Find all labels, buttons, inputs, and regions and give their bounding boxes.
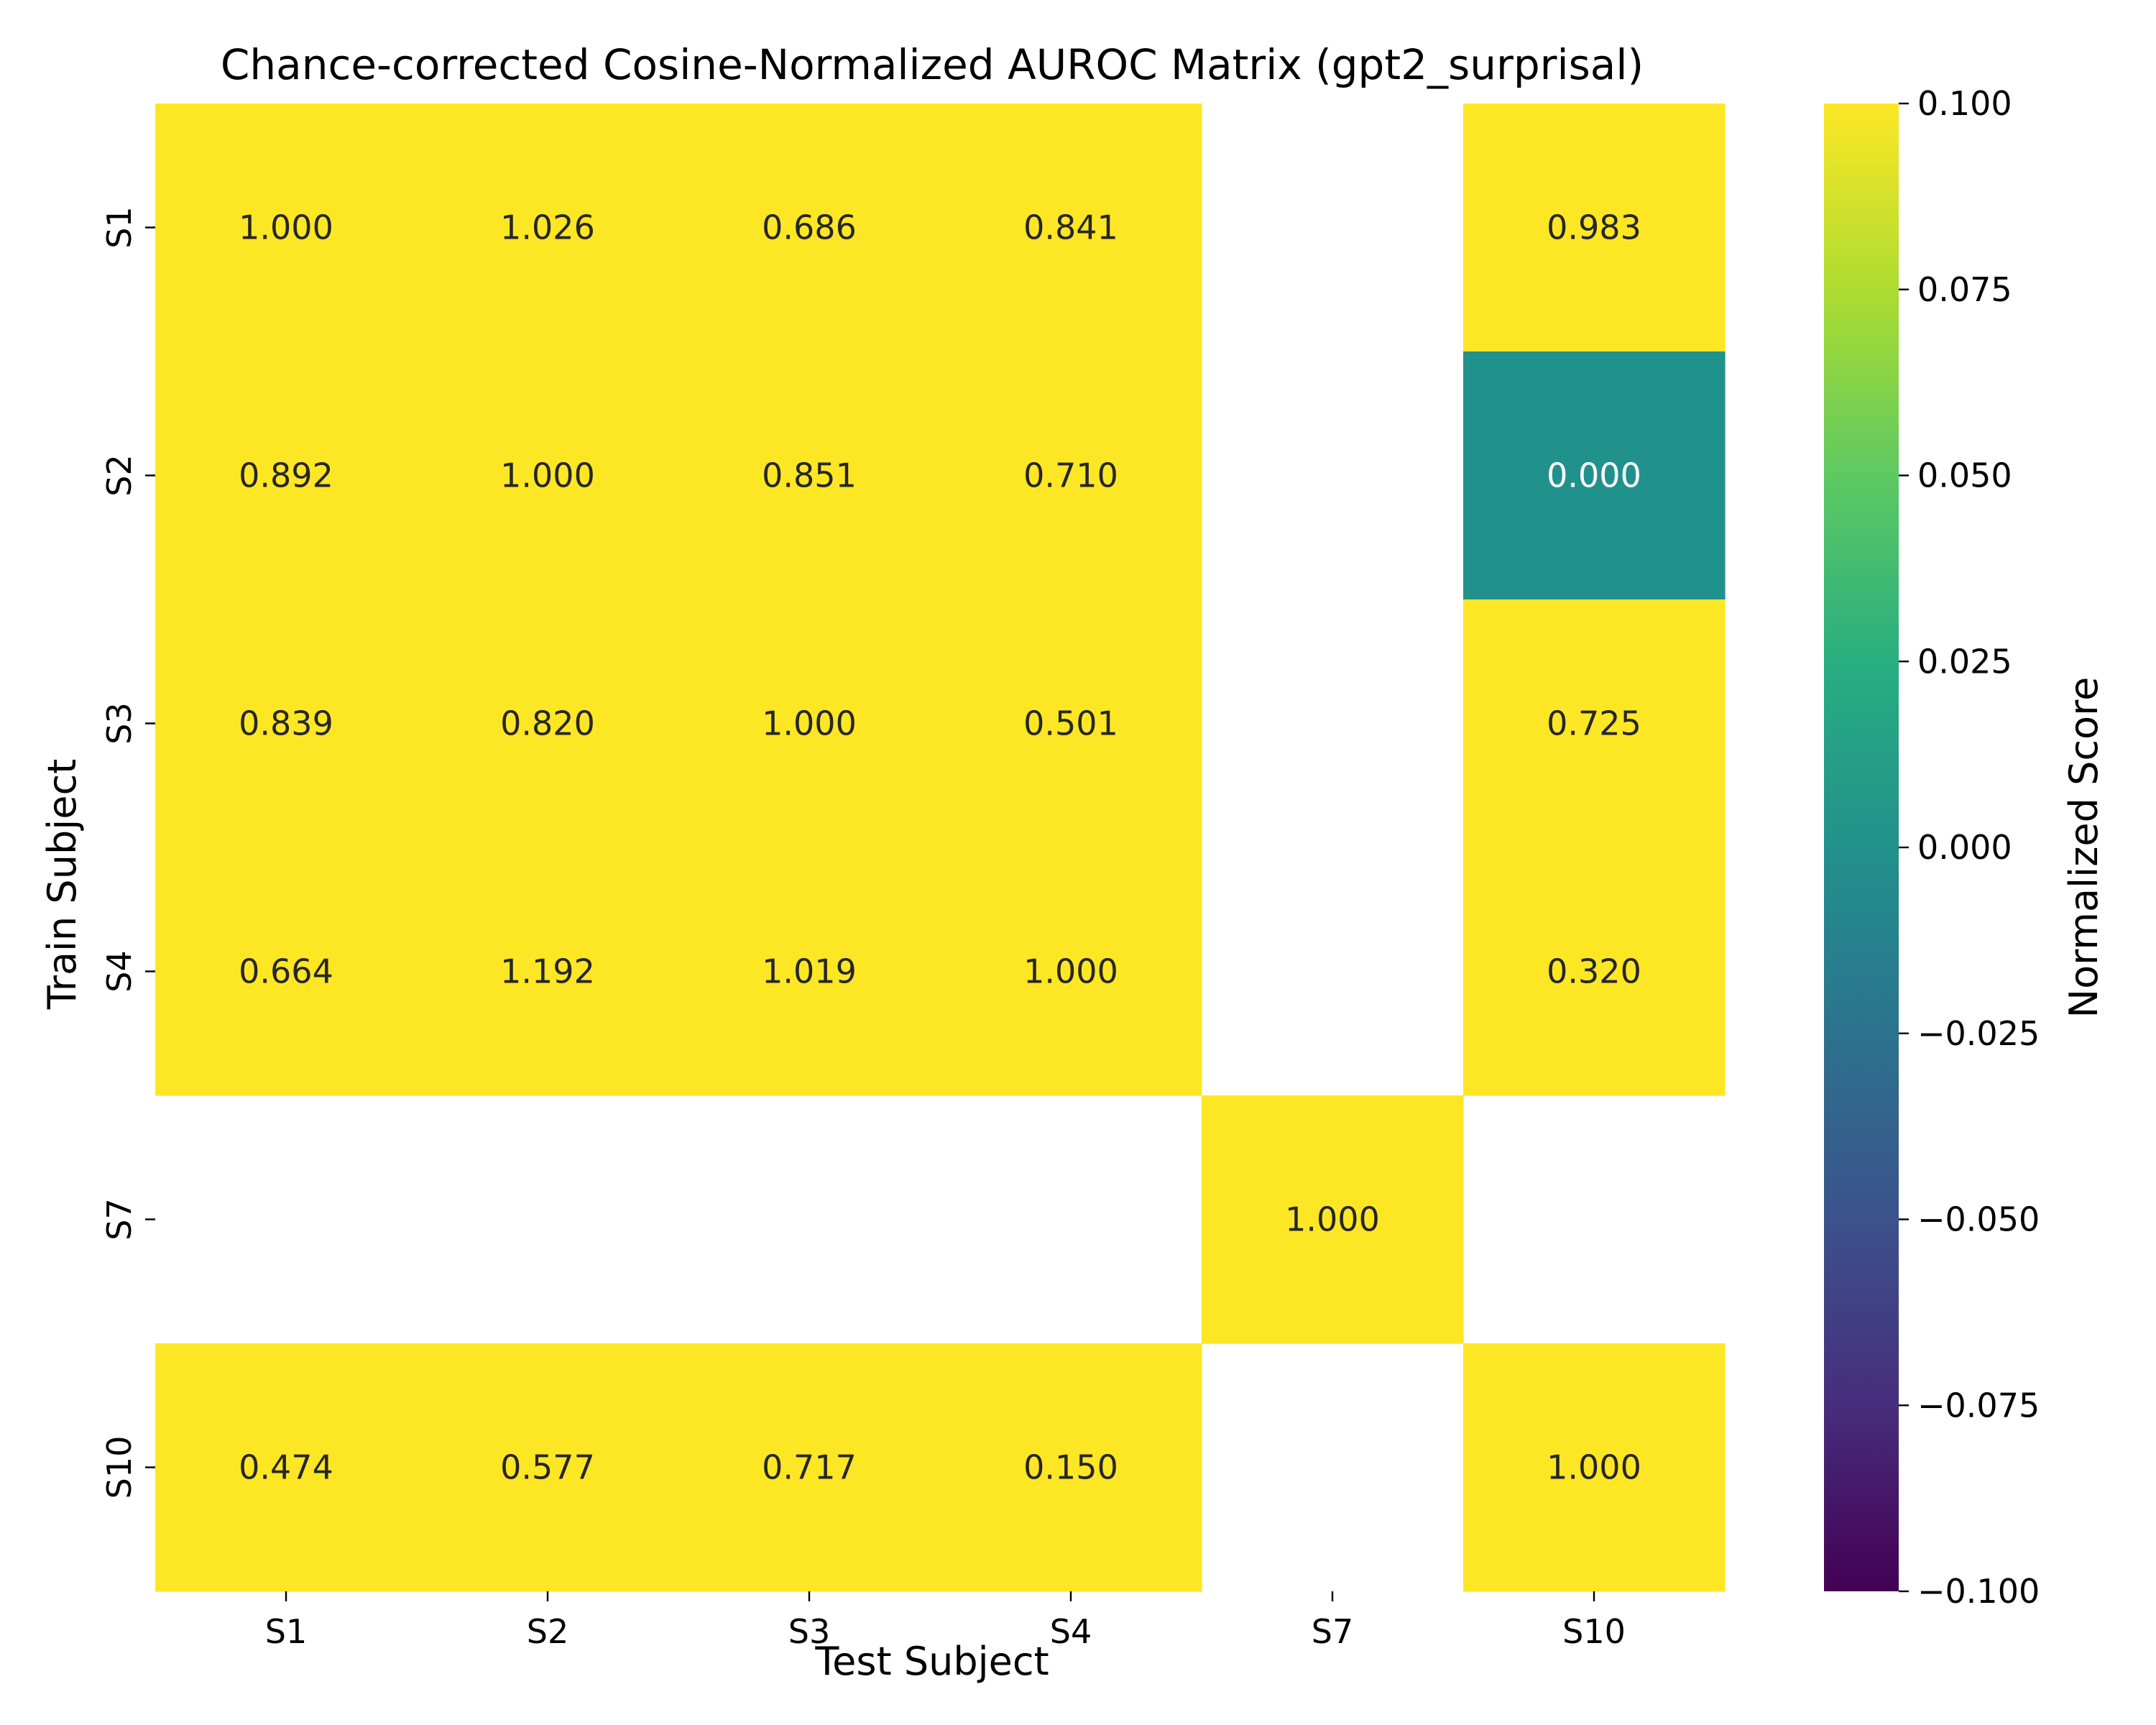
heatmap-cell — [678, 1343, 941, 1592]
colorbar-tick-label: −0.100 — [1917, 1572, 2040, 1611]
y-tick-label: S1 — [100, 206, 139, 248]
colorbar-tick-label: −0.025 — [1917, 1014, 2040, 1053]
x-axis: S1 S2 S3 S4 S7 S10 — [265, 1591, 1626, 1651]
colorbar-tick-label: −0.050 — [1917, 1200, 2040, 1239]
y-tick-label: S7 — [100, 1198, 139, 1240]
heatmap-cell — [155, 104, 418, 352]
heatmap-cell — [1463, 1343, 1726, 1592]
colorbar-tick-label: 0.050 — [1917, 456, 2012, 495]
cell-value-label: 1.000 — [1547, 1448, 1641, 1487]
cell-value-label: 0.841 — [1023, 208, 1118, 247]
cell-value-label: 1.000 — [1023, 952, 1118, 991]
heatmap-cell — [1463, 104, 1726, 352]
colorbar-title: Normalized Score — [2061, 677, 2106, 1018]
cell-value-label: 0.000 — [1547, 456, 1641, 495]
cell-value-label: 0.501 — [1023, 704, 1118, 743]
heatmap-cell — [678, 351, 941, 600]
heatmap-cell — [1202, 1095, 1464, 1344]
heatmap-cell — [1463, 847, 1726, 1096]
heatmap-cell-labels: 1.000 1.026 0.686 0.841 0.983 0.892 1.000 0.851… — [239, 208, 1641, 1487]
colorbar-tick-label: 0.075 — [1917, 270, 2012, 309]
colorbar-tick-label: 0.100 — [1917, 84, 2012, 123]
x-tick-label: S2 — [527, 1612, 568, 1651]
heatmap-cell — [155, 847, 418, 1096]
heatmap-cell — [1463, 351, 1726, 600]
cell-value-label: 1.192 — [500, 952, 595, 991]
colorbar-gradient — [1824, 104, 1899, 1591]
heatmap-cell — [1463, 599, 1726, 848]
cell-value-label: 0.839 — [239, 704, 333, 743]
x-tick-label: S10 — [1562, 1612, 1626, 1651]
x-axis-title: Test Subject — [814, 1639, 1049, 1684]
y-tick-label: S10 — [100, 1436, 139, 1499]
cell-value-label: 0.150 — [1023, 1448, 1118, 1487]
cell-value-label: 0.717 — [762, 1448, 857, 1487]
cell-value-label: 1.026 — [500, 208, 595, 247]
colorbar-tick-label: 0.025 — [1917, 642, 2012, 681]
heatmap-cell — [678, 104, 941, 352]
y-axis-title: Train Subject — [40, 759, 85, 1011]
heatmap-cell — [417, 104, 679, 352]
heatmap-cell — [678, 847, 941, 1096]
heatmap-cell — [940, 104, 1202, 352]
cell-value-label: 0.820 — [500, 704, 595, 743]
cell-value-label: 0.686 — [762, 208, 857, 247]
cell-value-label: 0.710 — [1023, 456, 1118, 495]
colorbar-tick-label: −0.075 — [1917, 1386, 2040, 1425]
y-tick-label: S4 — [100, 950, 139, 992]
y-tick-label: S3 — [100, 702, 139, 744]
cell-value-label: 0.983 — [1547, 208, 1641, 247]
cell-value-label: 1.000 — [1285, 1200, 1380, 1239]
x-tick-label: S3 — [788, 1612, 830, 1651]
heatmap-cell — [417, 351, 679, 600]
heatmap-cell — [155, 1343, 418, 1592]
heatmap-cell — [940, 847, 1202, 1096]
cell-value-label: 1.000 — [762, 704, 857, 743]
cell-value-label: 0.851 — [762, 456, 857, 495]
chart-title: Chance-corrected Cosine-Normalized AUROC… — [221, 40, 1644, 89]
x-tick-label: S1 — [265, 1612, 307, 1651]
heatmap-cell — [940, 351, 1202, 600]
colorbar-tick-label: 0.000 — [1917, 828, 2012, 867]
x-tick-label: S4 — [1050, 1612, 1092, 1651]
cell-value-label: 0.320 — [1547, 952, 1641, 991]
cell-value-label: 1.000 — [500, 456, 595, 495]
cell-value-label: 0.577 — [500, 1448, 595, 1487]
cell-value-label: 0.474 — [239, 1448, 333, 1487]
cell-value-label: 0.725 — [1547, 704, 1641, 743]
colorbar: 0.100 0.075 0.050 0.025 0.000 −0.025 −0.050 −0.… — [1824, 84, 2040, 1611]
heatmap-cells — [155, 104, 1726, 1592]
heatmap-cell — [417, 599, 679, 848]
heatmap-cell — [940, 1343, 1202, 1592]
heatmap-cell — [417, 1343, 679, 1592]
y-tick-label: S2 — [100, 454, 139, 496]
cell-value-label: 1.000 — [239, 208, 333, 247]
cell-value-label: 0.664 — [239, 952, 333, 991]
heatmap-cell — [417, 847, 679, 1096]
cell-value-label: 0.892 — [239, 456, 333, 495]
heatmap-cell — [678, 599, 941, 848]
y-axis: S1 S2 S3 S4 S7 S10 — [100, 206, 155, 1499]
cell-value-label: 1.019 — [762, 952, 857, 991]
heatmap-cell — [940, 599, 1202, 848]
heatmap-cell — [155, 599, 418, 848]
x-tick-label: S7 — [1312, 1612, 1353, 1651]
heatmap-cell — [155, 351, 418, 600]
